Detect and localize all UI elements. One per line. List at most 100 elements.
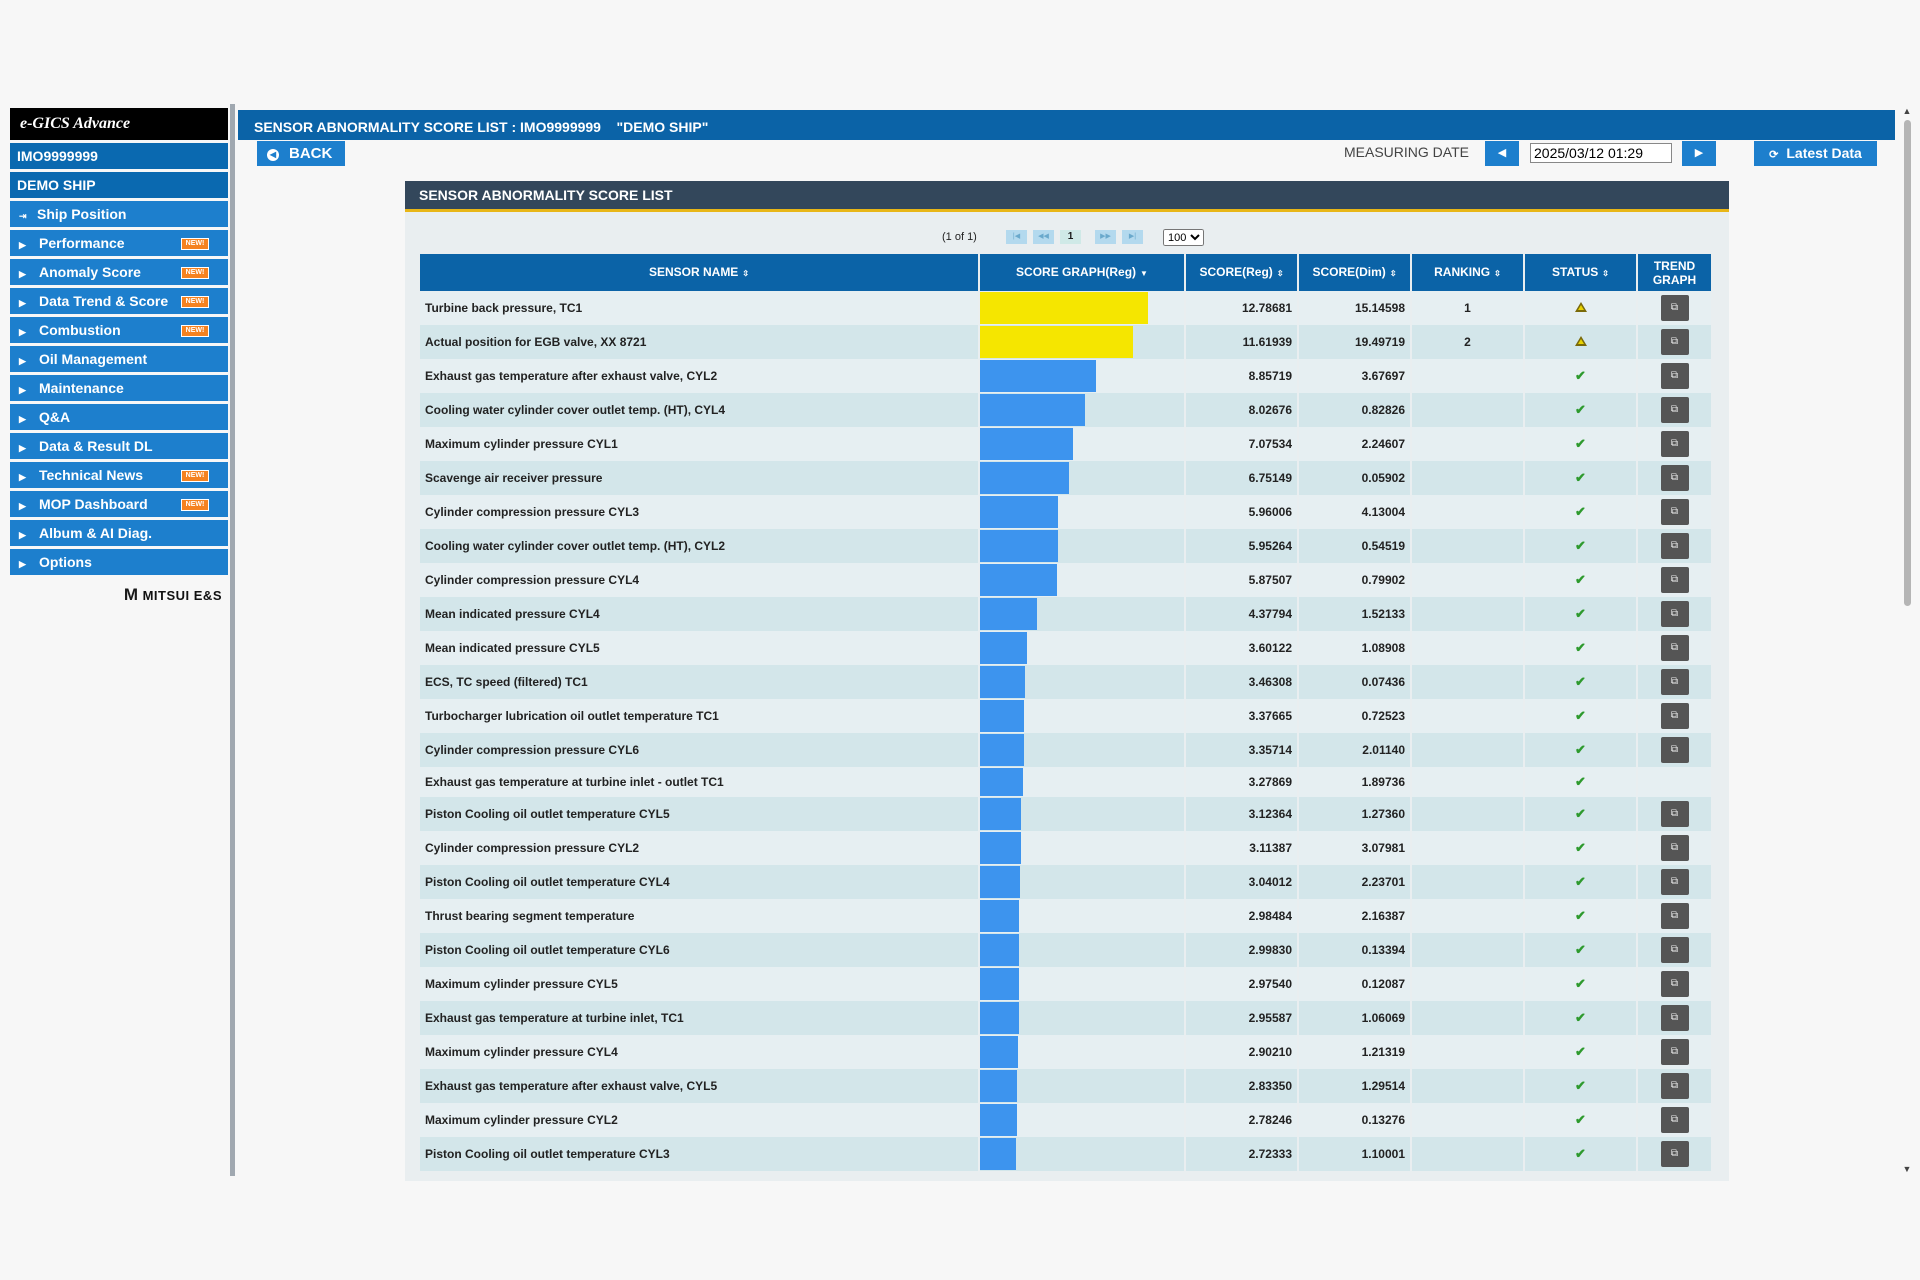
page-number-button[interactable]: 1	[1060, 230, 1081, 244]
sidebar-item-options[interactable]: ▶ Options	[10, 549, 228, 575]
score-graph-cell	[980, 427, 1186, 461]
col-sensor-name[interactable]: SENSOR NAME ⇳	[420, 254, 980, 291]
ship-name[interactable]: DEMO SHIP	[10, 172, 228, 198]
score-graph-cell	[980, 1137, 1186, 1171]
table-row: Exhaust gas temperature after exhaust va…	[420, 1069, 1713, 1103]
trend-graph-icon[interactable]: ⧉	[1660, 295, 1689, 321]
trend-graph-icon[interactable]: ⧉	[1660, 397, 1689, 423]
trend-graph-icon[interactable]: ⧉	[1660, 601, 1689, 627]
status-cell: ✔	[1525, 597, 1638, 631]
trend-graph-icon[interactable]: ⧉	[1660, 971, 1689, 997]
sidebar-item-label: Technical News	[39, 467, 144, 483]
next-date-button[interactable]: ▶	[1682, 141, 1716, 166]
score-dim: 0.07436	[1299, 665, 1412, 699]
trend-graph-icon[interactable]: ⧉	[1660, 499, 1689, 525]
sidebar-item-performance[interactable]: ▶ Performance NEW!	[10, 230, 228, 256]
trend-graph-icon[interactable]: ⧉	[1660, 835, 1689, 861]
col-score-reg[interactable]: SCORE(Reg) ⇳	[1186, 254, 1299, 291]
trend-cell: ⧉	[1638, 325, 1713, 359]
trend-graph-icon[interactable]: ⧉	[1660, 869, 1689, 895]
score-bar	[980, 1104, 1017, 1136]
rows-per-page-select[interactable]: 100	[1163, 229, 1204, 246]
ranking	[1412, 699, 1525, 733]
trend-graph-icon[interactable]: ⧉	[1660, 669, 1689, 695]
trend-graph-icon[interactable]: ⧉	[1660, 465, 1689, 491]
score-bar	[980, 832, 1021, 864]
score-bar	[980, 768, 1023, 796]
trend-graph-icon[interactable]: ⧉	[1660, 903, 1689, 929]
sidebar-item-technical-news[interactable]: ▶ Technical News NEW!	[10, 462, 228, 488]
ranking	[1412, 967, 1525, 1001]
new-badge: NEW!	[181, 238, 209, 250]
pin-icon: ⇥	[19, 211, 27, 221]
scrollbar-thumb[interactable]	[1904, 120, 1911, 606]
score-dim: 0.54519	[1299, 529, 1412, 563]
sidebar-item-ship-position[interactable]: ⇥ Ship Position	[10, 201, 228, 227]
ranking	[1412, 1001, 1525, 1035]
trend-graph-icon[interactable]: ⧉	[1660, 635, 1689, 661]
check-icon: ✔	[1575, 708, 1586, 723]
sort-icon: ⇳	[1276, 268, 1284, 278]
sidebar-item-oil-management[interactable]: ▶ Oil Management	[10, 346, 228, 372]
trend-graph-icon[interactable]: ⧉	[1660, 431, 1689, 457]
trend-graph-icon[interactable]: ⧉	[1660, 703, 1689, 729]
measuring-date-input[interactable]	[1530, 143, 1672, 163]
latest-data-button[interactable]: ⟳ Latest Data	[1754, 141, 1877, 166]
trend-graph-icon[interactable]: ⧉	[1660, 937, 1689, 963]
first-page-button[interactable]: |◀	[1006, 230, 1027, 244]
trend-graph-icon[interactable]: ⧉	[1660, 329, 1689, 355]
sensor-name: Piston Cooling oil outlet temperature CY…	[420, 797, 980, 831]
trend-graph-icon[interactable]: ⧉	[1660, 363, 1689, 389]
score-reg: 2.99830	[1186, 933, 1299, 967]
trend-graph-icon[interactable]: ⧉	[1660, 737, 1689, 763]
score-dim: 1.27360	[1299, 797, 1412, 831]
trend-graph-icon[interactable]: ⧉	[1660, 1005, 1689, 1031]
col-ranking[interactable]: RANKING ⇳	[1412, 254, 1525, 291]
col-score-dim[interactable]: SCORE(Dim) ⇳	[1299, 254, 1412, 291]
trend-graph-icon[interactable]: ⧉	[1660, 1107, 1689, 1133]
trend-graph-icon[interactable]: ⧉	[1660, 801, 1689, 827]
score-dim: 1.89736	[1299, 767, 1412, 797]
sidebar-item-data-result-dl[interactable]: ▶ Data & Result DL	[10, 433, 228, 459]
col-score-graph[interactable]: SCORE GRAPH(Reg) ▼	[980, 254, 1186, 291]
sidebar-item-combustion[interactable]: ▶ Combustion NEW!	[10, 317, 228, 343]
ranking	[1412, 665, 1525, 699]
sidebar-item-label: Options	[39, 554, 92, 570]
sidebar-item-anomaly-score[interactable]: ▶ Anomaly Score NEW!	[10, 259, 228, 285]
trend-graph-icon[interactable]: ⧉	[1660, 1073, 1689, 1099]
sensor-name: Maximum cylinder pressure CYL5	[420, 967, 980, 1001]
new-badge: NEW!	[181, 296, 209, 308]
ship-imo[interactable]: IMO9999999	[10, 143, 228, 169]
prev-page-button[interactable]: ◀◀	[1033, 230, 1054, 244]
sensor-name: Maximum cylinder pressure CYL1	[420, 427, 980, 461]
sidebar-item-album-ai-diag[interactable]: ▶ Album & AI Diag.	[10, 520, 228, 546]
prev-date-button[interactable]: ◀	[1485, 141, 1519, 166]
sensor-name: Exhaust gas temperature at turbine inlet…	[420, 767, 980, 797]
scroll-down-icon[interactable]: ▼	[1902, 1164, 1912, 1174]
score-dim: 3.07981	[1299, 831, 1412, 865]
panel-title: SENSOR ABNORMALITY SCORE LIST	[405, 181, 1729, 212]
score-dim: 0.12087	[1299, 967, 1412, 1001]
status-cell: ✔	[1525, 967, 1638, 1001]
score-reg: 3.12364	[1186, 797, 1299, 831]
trend-graph-icon[interactable]: ⧉	[1660, 1039, 1689, 1065]
trend-graph-icon[interactable]: ⧉	[1660, 567, 1689, 593]
next-page-button[interactable]: ▶▶	[1095, 230, 1116, 244]
sidebar-item-maintenance[interactable]: ▶ Maintenance	[10, 375, 228, 401]
back-button[interactable]: ◀ BACK	[257, 141, 345, 166]
score-reg: 7.07534	[1186, 427, 1299, 461]
last-page-button[interactable]: ▶|	[1122, 230, 1143, 244]
scroll-up-icon[interactable]: ▲	[1902, 106, 1912, 116]
score-graph-cell	[980, 797, 1186, 831]
sidebar-item-label: Ship Position	[37, 206, 127, 222]
table-row: Cooling water cylinder cover outlet temp…	[420, 529, 1713, 563]
vertical-scrollbar[interactable]: ▲ ▼	[1900, 104, 1914, 1174]
trend-graph-icon[interactable]: ⧉	[1660, 1141, 1689, 1167]
sidebar-item-data-trend-score[interactable]: ▶ Data Trend & Score NEW!	[10, 288, 228, 314]
sidebar-item-mop-dashboard[interactable]: ▶ MOP Dashboard NEW!	[10, 491, 228, 517]
ranking: 1	[1412, 291, 1525, 325]
trend-graph-icon[interactable]: ⧉	[1660, 533, 1689, 559]
col-status[interactable]: STATUS ⇳	[1525, 254, 1638, 291]
table-row: Exhaust gas temperature at turbine inlet…	[420, 1001, 1713, 1035]
sidebar-item-q-a[interactable]: ▶ Q&A	[10, 404, 228, 430]
